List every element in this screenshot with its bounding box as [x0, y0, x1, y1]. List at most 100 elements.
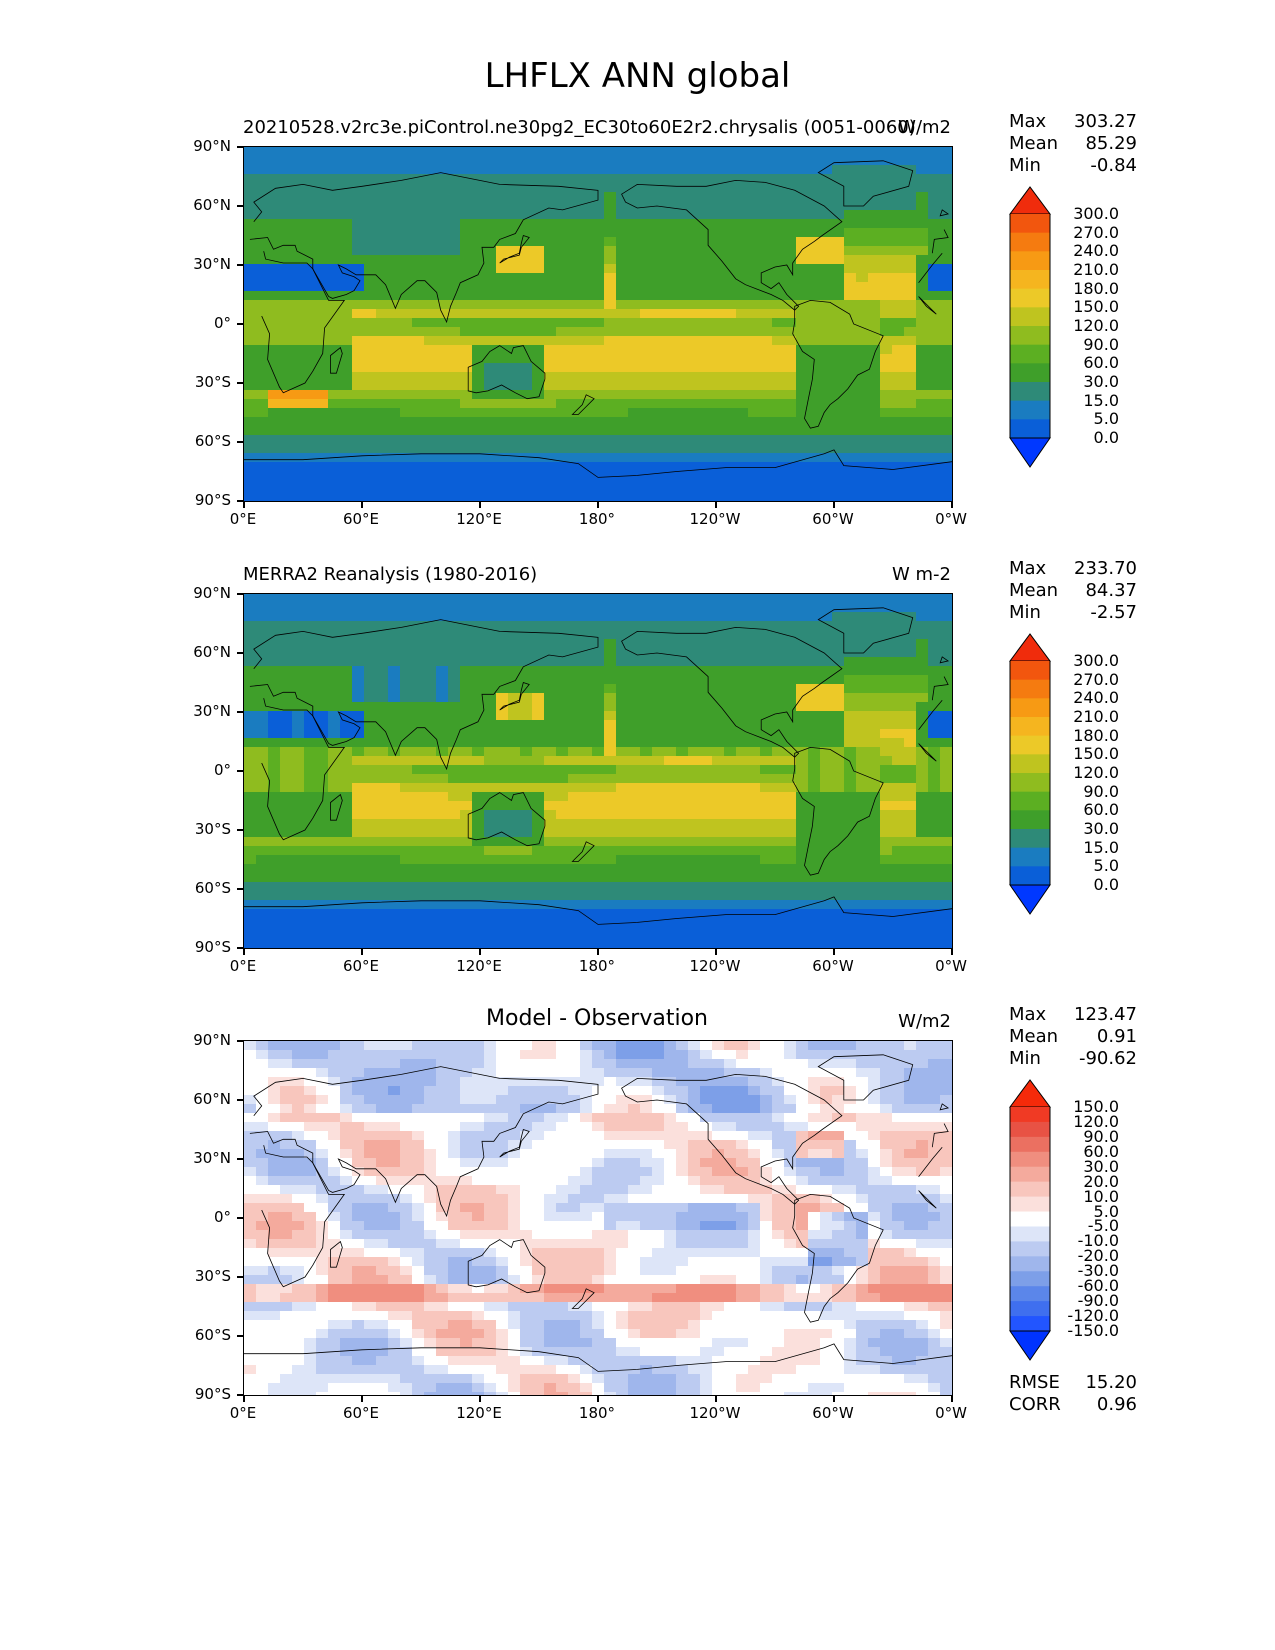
field-cell [772, 417, 785, 427]
field-cell [256, 381, 269, 391]
field-cell [844, 918, 857, 928]
field-cell [868, 765, 881, 775]
field-cell [520, 594, 533, 604]
field-cell [916, 936, 929, 946]
field-cell [388, 819, 401, 829]
field-cell [700, 801, 713, 811]
field-cell [832, 918, 845, 928]
field-cell [736, 453, 749, 463]
field-cell [628, 264, 641, 274]
field-cell [280, 201, 293, 211]
field-cell [664, 426, 677, 436]
field-cell [700, 399, 713, 409]
field-cell [556, 309, 569, 319]
field-cell [628, 819, 641, 829]
field-cell [808, 783, 821, 793]
x-tick-label: 60°W [812, 957, 854, 975]
field-cell [700, 471, 713, 481]
field-cell [292, 666, 305, 676]
field-cell [556, 282, 569, 292]
field-cell [412, 444, 425, 454]
field-cell [688, 390, 701, 400]
field-cell [580, 237, 593, 247]
field-cell [664, 255, 677, 265]
field-cell [352, 747, 365, 757]
field-cell [520, 666, 533, 676]
field-cell [364, 711, 377, 721]
field-cell [604, 282, 617, 292]
field-cell [316, 900, 329, 910]
field-cell [652, 711, 665, 721]
colorbar-swatch [1010, 400, 1050, 420]
field-cell [448, 390, 461, 400]
field-cell [892, 282, 905, 292]
field-cell [268, 183, 281, 193]
field-cell [916, 792, 929, 802]
field-cell [880, 255, 893, 265]
field-cell [712, 657, 725, 667]
field-cell [916, 237, 929, 247]
field-cell [832, 837, 845, 847]
field-cell [664, 354, 677, 364]
field-cell [724, 837, 737, 847]
field-cell [244, 354, 257, 364]
field-cell [784, 462, 797, 472]
field-cell [904, 246, 917, 256]
field-cell [400, 417, 413, 427]
field-cell [772, 363, 785, 373]
field-cell [304, 648, 317, 658]
field-cell [340, 765, 353, 775]
field-cell [748, 711, 761, 721]
field-cell [280, 300, 293, 310]
field-cell [568, 594, 581, 604]
field-cell [352, 471, 365, 481]
colorbar-tick-label: 60.0 [1083, 800, 1119, 820]
field-cell [568, 237, 581, 247]
field-cell [592, 264, 605, 274]
field-cell [328, 837, 341, 847]
field-cell [784, 765, 797, 775]
field-cell [724, 372, 737, 382]
field-cell [580, 945, 593, 948]
field-cell [820, 471, 833, 481]
field-cell [544, 291, 557, 301]
field-cell [628, 318, 641, 328]
field-cell [460, 435, 473, 445]
field-cell [508, 810, 521, 820]
field-cell [784, 936, 797, 946]
field-cell [412, 837, 425, 847]
field-cell [364, 864, 377, 874]
field-cell [808, 498, 821, 501]
field-cell [760, 318, 773, 328]
field-cell [364, 453, 377, 463]
field-cell [916, 612, 929, 622]
field-cell [700, 462, 713, 472]
field-cell [652, 228, 665, 238]
field-cell [676, 900, 689, 910]
field-cell [604, 426, 617, 436]
field-cell [340, 729, 353, 739]
field-cell [676, 819, 689, 829]
field-cell [340, 471, 353, 481]
y-tick-mark [237, 711, 243, 713]
field-cell [700, 147, 713, 157]
field-cell [448, 498, 461, 501]
field-cell [448, 918, 461, 928]
field-cell [292, 417, 305, 427]
field-cell [748, 489, 761, 499]
field-cell [292, 219, 305, 229]
field-cell [796, 783, 809, 793]
colorbar-tick-label: 30.0 [1083, 819, 1119, 838]
y-tick-label: 60°S [194, 432, 231, 450]
field-cell [352, 702, 365, 712]
field-cell [664, 909, 677, 919]
field-cell [796, 498, 809, 501]
field-cell [532, 909, 545, 919]
field-cell [832, 363, 845, 373]
field-cell [292, 594, 305, 604]
field-cell [892, 1041, 905, 1051]
field-cell [508, 909, 521, 919]
field-cell [388, 630, 401, 640]
field-cell [280, 309, 293, 319]
field-cell [808, 462, 821, 472]
